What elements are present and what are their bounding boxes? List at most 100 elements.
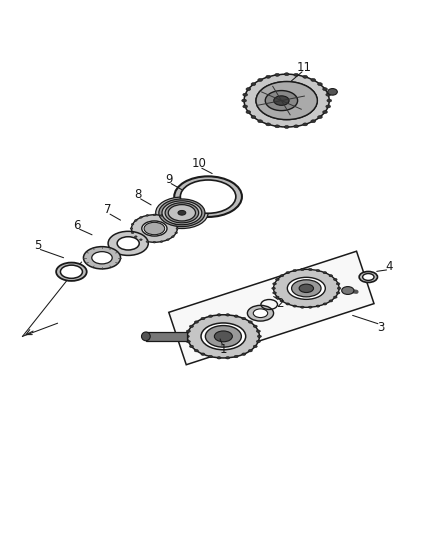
Ellipse shape xyxy=(251,83,256,86)
Ellipse shape xyxy=(303,75,307,78)
Ellipse shape xyxy=(165,203,199,223)
Text: 7: 7 xyxy=(104,203,111,216)
Ellipse shape xyxy=(256,330,260,333)
Ellipse shape xyxy=(140,216,142,218)
Ellipse shape xyxy=(168,205,195,221)
Ellipse shape xyxy=(214,331,233,342)
Ellipse shape xyxy=(208,356,212,358)
Ellipse shape xyxy=(175,223,177,225)
Text: 9: 9 xyxy=(165,173,173,185)
Ellipse shape xyxy=(286,303,290,305)
Ellipse shape xyxy=(287,277,325,300)
Ellipse shape xyxy=(266,75,271,78)
Ellipse shape xyxy=(333,296,337,298)
Ellipse shape xyxy=(180,180,236,213)
Ellipse shape xyxy=(243,105,247,108)
Ellipse shape xyxy=(292,280,321,297)
Text: 4: 4 xyxy=(385,260,393,273)
Text: 6: 6 xyxy=(73,219,81,231)
Ellipse shape xyxy=(226,314,230,316)
Ellipse shape xyxy=(144,222,165,235)
Ellipse shape xyxy=(208,315,212,317)
Ellipse shape xyxy=(174,176,242,217)
Ellipse shape xyxy=(234,356,238,358)
Ellipse shape xyxy=(316,270,320,272)
Ellipse shape xyxy=(318,83,322,86)
Ellipse shape xyxy=(323,110,327,114)
Ellipse shape xyxy=(275,125,279,128)
Ellipse shape xyxy=(294,74,298,76)
Text: 1: 1 xyxy=(219,343,227,356)
Ellipse shape xyxy=(299,284,314,293)
Ellipse shape xyxy=(253,325,257,327)
Ellipse shape xyxy=(194,321,198,323)
Ellipse shape xyxy=(246,110,251,114)
Ellipse shape xyxy=(172,220,174,221)
Ellipse shape xyxy=(303,123,307,126)
Ellipse shape xyxy=(190,325,194,327)
Ellipse shape xyxy=(242,317,246,320)
Ellipse shape xyxy=(248,350,252,352)
Ellipse shape xyxy=(217,357,221,359)
Text: 8: 8 xyxy=(134,188,142,201)
Ellipse shape xyxy=(142,221,167,236)
Ellipse shape xyxy=(146,241,148,243)
Ellipse shape xyxy=(83,247,120,269)
Ellipse shape xyxy=(247,305,274,321)
Ellipse shape xyxy=(316,305,320,307)
Ellipse shape xyxy=(300,306,304,308)
Ellipse shape xyxy=(328,88,337,95)
Ellipse shape xyxy=(276,296,279,298)
Ellipse shape xyxy=(187,330,191,333)
Ellipse shape xyxy=(131,232,134,233)
Ellipse shape xyxy=(217,314,221,316)
Ellipse shape xyxy=(246,88,251,91)
Ellipse shape xyxy=(166,216,169,218)
Ellipse shape xyxy=(141,332,150,341)
Ellipse shape xyxy=(256,341,260,343)
Ellipse shape xyxy=(155,197,208,229)
Ellipse shape xyxy=(280,300,284,302)
Ellipse shape xyxy=(117,237,139,250)
Ellipse shape xyxy=(253,309,268,318)
Ellipse shape xyxy=(248,321,252,323)
Ellipse shape xyxy=(160,241,163,243)
Ellipse shape xyxy=(134,220,137,221)
Ellipse shape xyxy=(276,278,279,280)
Ellipse shape xyxy=(311,120,315,123)
Ellipse shape xyxy=(175,232,177,233)
Ellipse shape xyxy=(258,335,261,337)
Text: 5: 5 xyxy=(34,239,42,252)
Ellipse shape xyxy=(318,116,322,118)
Text: 11: 11 xyxy=(297,61,312,74)
Ellipse shape xyxy=(286,272,290,274)
Ellipse shape xyxy=(234,315,238,317)
Ellipse shape xyxy=(153,241,155,243)
Ellipse shape xyxy=(273,292,276,294)
Ellipse shape xyxy=(258,78,262,82)
Ellipse shape xyxy=(293,270,297,272)
Ellipse shape xyxy=(363,273,374,280)
Ellipse shape xyxy=(329,300,332,302)
Ellipse shape xyxy=(187,315,259,358)
Ellipse shape xyxy=(253,345,257,348)
Ellipse shape xyxy=(280,274,284,277)
Ellipse shape xyxy=(337,287,341,289)
Ellipse shape xyxy=(172,236,174,237)
Ellipse shape xyxy=(242,353,246,356)
Ellipse shape xyxy=(242,99,247,102)
Ellipse shape xyxy=(326,105,331,108)
Ellipse shape xyxy=(226,357,230,359)
Ellipse shape xyxy=(294,125,298,128)
Ellipse shape xyxy=(284,126,289,128)
Ellipse shape xyxy=(274,269,339,308)
Ellipse shape xyxy=(265,91,297,111)
Ellipse shape xyxy=(159,199,205,227)
Ellipse shape xyxy=(205,326,241,347)
Text: 2: 2 xyxy=(276,297,284,310)
Ellipse shape xyxy=(131,223,134,225)
Ellipse shape xyxy=(266,123,271,126)
Ellipse shape xyxy=(326,93,331,96)
Ellipse shape xyxy=(323,303,327,305)
Ellipse shape xyxy=(272,287,276,289)
